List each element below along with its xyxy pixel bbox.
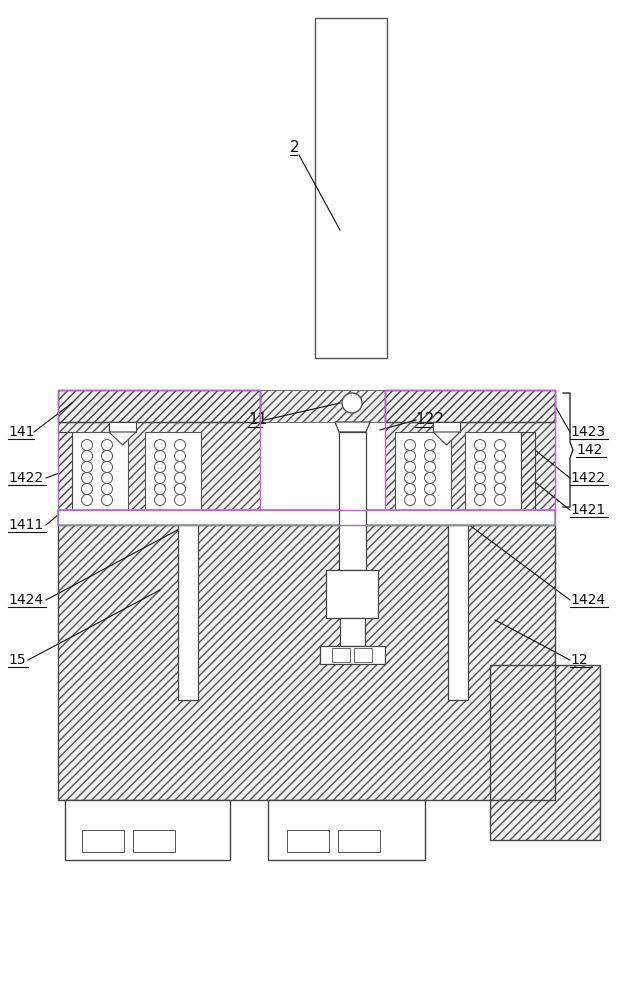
Bar [145,432,201,510]
Text: 1423: 1423 [570,425,605,439]
Bar [395,432,451,510]
Bar [72,432,128,510]
Bar [58,525,555,800]
Polygon shape [109,432,136,445]
Bar [268,800,425,860]
Bar [58,525,555,800]
Circle shape [342,393,362,413]
Text: 1411: 1411 [8,518,43,532]
Bar [465,432,521,510]
Bar [315,18,387,358]
Bar [490,665,600,840]
Polygon shape [335,422,370,432]
Bar [133,830,175,852]
Bar [58,422,260,510]
Bar [490,665,600,840]
Bar [58,390,260,510]
Text: 2: 2 [290,140,300,155]
Bar [385,390,555,422]
Bar [58,510,555,525]
Bar [385,422,555,510]
Bar [385,390,555,422]
Bar [385,390,555,510]
Text: 142: 142 [576,443,603,457]
Bar [82,830,124,852]
Bar [338,830,380,852]
Bar [260,390,385,422]
Polygon shape [433,432,460,445]
Text: 141: 141 [8,425,35,439]
Bar [287,830,329,852]
Bar [58,390,260,422]
Bar [332,648,350,662]
Bar [448,525,468,700]
Text: 1422: 1422 [570,471,605,485]
Text: 122: 122 [415,412,444,428]
Text: 12: 12 [570,653,588,667]
Bar [320,646,385,664]
Text: 1424: 1424 [570,593,605,607]
Text: 1422: 1422 [8,471,43,485]
Polygon shape [109,422,136,432]
Bar [58,422,260,510]
Bar [178,525,198,700]
Bar [58,510,555,525]
Bar [354,648,372,662]
Bar [385,422,555,510]
Bar [326,570,378,618]
Text: 1421: 1421 [570,503,605,517]
Bar [340,618,365,646]
Text: 11: 11 [248,412,267,428]
Bar [58,390,260,422]
Bar [521,432,535,510]
Bar [58,432,72,510]
Polygon shape [433,422,460,432]
Text: 15: 15 [8,653,26,667]
Bar [65,800,230,860]
Text: 1424: 1424 [8,593,43,607]
Bar [339,432,366,570]
